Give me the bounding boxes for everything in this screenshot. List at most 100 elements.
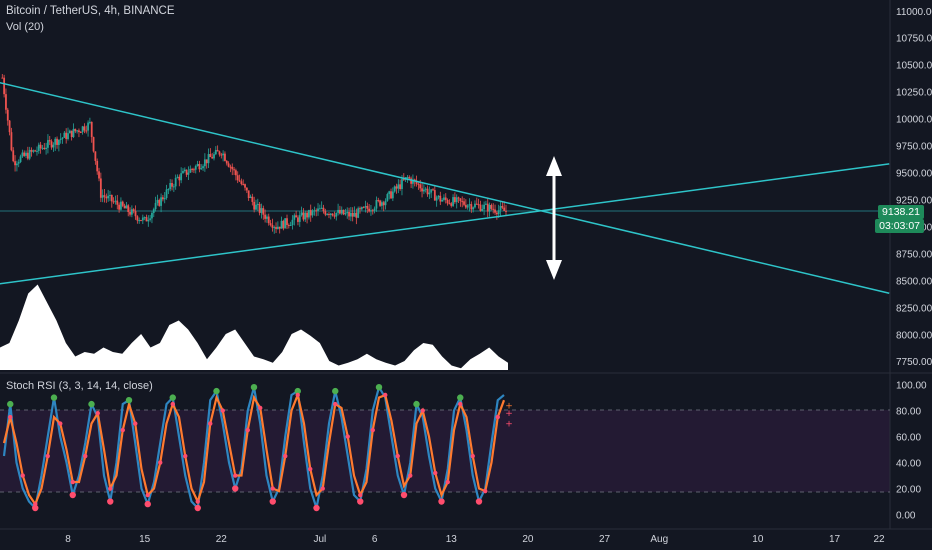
time-tick-label: 8 — [65, 534, 71, 545]
candle-body — [422, 189, 425, 192]
candle-body — [328, 213, 330, 215]
candle-body — [154, 202, 157, 210]
double-arrow-annotation[interactable] — [546, 156, 562, 280]
time-tick-label: Jul — [313, 534, 326, 545]
candle-body — [189, 168, 192, 173]
candle-body — [291, 219, 294, 225]
stoch-d-dot — [358, 492, 363, 498]
stoch-turn-marker — [194, 504, 201, 512]
stoch-d-dot — [445, 479, 450, 485]
candle-body — [397, 184, 400, 189]
candle-body — [293, 215, 296, 220]
time-axis[interactable]: 8 15 22 Jul 6 13 20 27 Aug 10 17 22 — [65, 534, 885, 545]
candle-body — [45, 147, 47, 150]
volume-fill — [0, 284, 508, 370]
candle-body — [432, 189, 434, 191]
candle-body — [19, 156, 22, 163]
oscillator-axis[interactable]: 100.00 80.00 60.00 40.00 20.00 0.00 — [896, 381, 927, 522]
candle-body — [353, 212, 356, 217]
candle-body — [176, 176, 179, 178]
candle-body — [5, 94, 7, 110]
trendline[interactable] — [0, 75, 890, 295]
candles — [1, 74, 507, 234]
stoch-d-dot — [295, 392, 300, 398]
candle-body — [329, 213, 332, 215]
candle-body — [339, 209, 341, 214]
candle-body — [238, 180, 241, 182]
candle-body — [311, 210, 314, 216]
candle-body — [443, 197, 445, 200]
candle-body — [437, 195, 440, 198]
stoch-d-dot — [458, 401, 463, 407]
stoch-turn-marker — [400, 491, 408, 499]
price-axis[interactable]: 11000.00 10750.00 10500.00 10250.00 10000.00… — [896, 7, 932, 368]
candle-body — [54, 138, 57, 145]
candle-body — [34, 150, 37, 152]
candle-body — [315, 210, 318, 212]
candle-body — [185, 169, 188, 175]
candle-body — [41, 147, 44, 149]
candle-body — [158, 199, 161, 206]
countdown-tag: 03:03:07 — [875, 219, 924, 233]
price-tick-label: 7750.00 — [896, 357, 932, 368]
candle-body — [373, 208, 376, 211]
trendline[interactable] — [0, 163, 890, 288]
candle-body — [408, 177, 411, 179]
candle-body — [247, 190, 250, 198]
candle-body — [21, 152, 24, 157]
price-tick-label: 9500.00 — [896, 169, 932, 180]
stoch-d-dot — [283, 453, 288, 459]
candle-body — [67, 133, 69, 140]
candle-body — [249, 196, 252, 198]
candle-body — [191, 168, 193, 170]
candle-body — [483, 204, 485, 210]
candle-body — [399, 184, 402, 190]
price-tick-label: 9250.00 — [896, 195, 932, 206]
candle-body — [280, 220, 283, 229]
candle-body — [130, 209, 133, 215]
stoch-d-dot — [95, 410, 100, 416]
candle-body — [475, 203, 478, 205]
candle-body — [10, 132, 13, 151]
candle-body — [375, 200, 378, 209]
candle-body — [209, 154, 212, 158]
candle-body — [32, 150, 35, 152]
candle-body — [140, 220, 142, 222]
candle-body — [36, 150, 38, 152]
stoch-d-dot — [45, 453, 50, 459]
candle-body — [470, 204, 473, 210]
candle-body — [264, 214, 266, 219]
candle-body — [99, 178, 102, 198]
candle-body — [348, 211, 350, 217]
oscillator-label: Stoch RSI (3, 3, 14, 14, close) — [6, 380, 153, 392]
candle-body — [85, 130, 88, 132]
candle-body — [136, 216, 139, 221]
oscillator-tick-label: 60.00 — [896, 433, 921, 444]
candle-body — [165, 189, 168, 198]
candle-body — [182, 171, 184, 174]
candle-body — [464, 204, 467, 208]
candle-body — [282, 220, 285, 229]
candle-body — [162, 197, 164, 200]
candle-body — [242, 183, 245, 185]
stoch-d-dot — [145, 492, 150, 498]
candle-body — [386, 194, 389, 201]
stoch-turn-marker — [250, 383, 258, 391]
volume-label: Vol (20) — [6, 21, 44, 33]
stoch-d-dot — [308, 466, 313, 472]
candle-body — [322, 207, 325, 212]
candle-body — [355, 212, 358, 218]
candle-body — [377, 200, 380, 202]
candle-body — [474, 203, 476, 208]
candle-body — [180, 173, 183, 181]
candle-body — [72, 128, 75, 138]
candle-body — [286, 218, 288, 226]
candle-body — [28, 149, 31, 159]
trendlines[interactable] — [0, 75, 890, 295]
candle-body — [231, 166, 234, 170]
candle-body — [450, 203, 453, 206]
time-tick-label: 20 — [522, 534, 534, 545]
stoch-turn-marker — [213, 387, 220, 395]
candle-body — [371, 210, 374, 212]
